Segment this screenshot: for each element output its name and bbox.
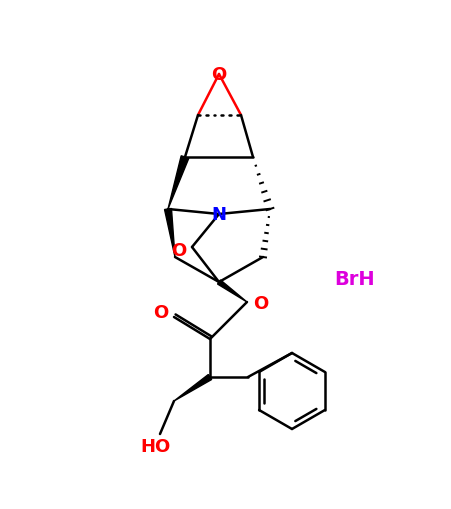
Text: O: O — [212, 66, 226, 84]
Text: BrH: BrH — [335, 270, 375, 289]
Text: O: O — [171, 242, 187, 260]
Text: HO: HO — [140, 437, 170, 455]
Polygon shape — [165, 209, 175, 258]
Text: O: O — [153, 303, 169, 321]
Text: N: N — [212, 206, 226, 223]
Polygon shape — [168, 156, 189, 210]
Polygon shape — [174, 375, 212, 401]
Text: O: O — [253, 294, 269, 313]
Polygon shape — [217, 280, 247, 302]
